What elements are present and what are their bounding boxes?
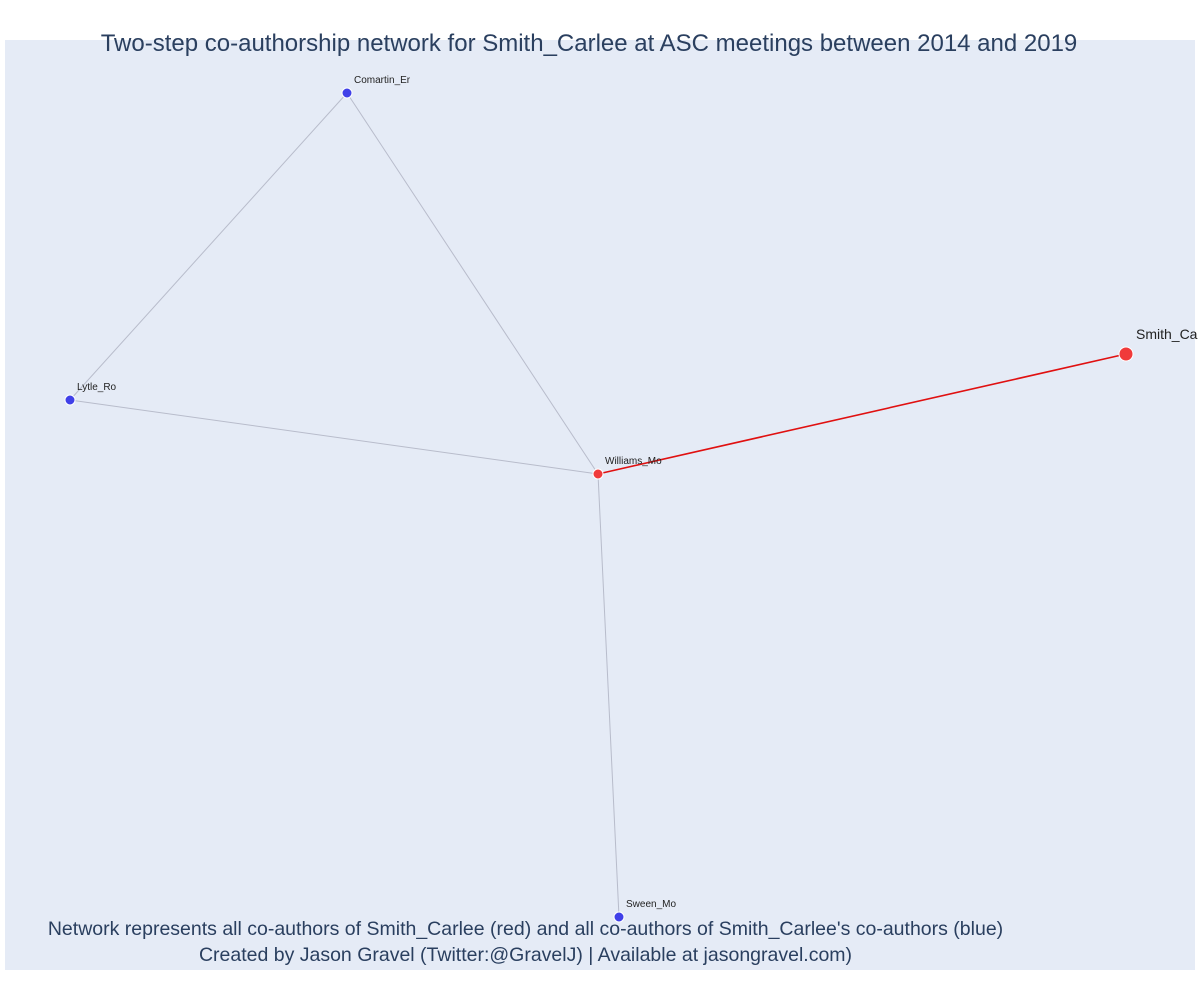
edge-williams_mo-comartin_er	[346, 92, 599, 475]
node-label-lytle-ro: Lytle_Ro	[77, 382, 117, 393]
node-marker-williams-mo[interactable]	[592, 468, 604, 480]
node-smith-carlee[interactable]: Smith_Ca	[1118, 326, 1198, 362]
node-marker-comartin-er[interactable]	[341, 87, 353, 99]
edge-williams_mo-sween_mo	[597, 473, 620, 918]
caption-line-1: Network represents all co-authors of Smi…	[47, 918, 1004, 940]
edge-comartin_er-lytle_ro	[69, 92, 348, 401]
node-label-williams-mo: Williams_Mo	[605, 456, 662, 467]
node-marker-lytle-ro[interactable]	[64, 394, 76, 406]
edge-williams_mo-smith_carlee	[597, 353, 1127, 475]
node-marker-sween-mo[interactable]	[613, 911, 625, 923]
node-sween-mo[interactable]: Sween_Mo	[613, 899, 676, 923]
edge-layer	[69, 92, 1127, 918]
node-lytle-ro[interactable]: Lytle_Ro	[64, 382, 117, 406]
edge-williams_mo-lytle_ro	[69, 399, 599, 475]
node-comartin-er[interactable]: Comartin_Er	[341, 75, 411, 99]
node-label-sween-mo: Sween_Mo	[626, 899, 676, 910]
caption-line-2: Created by Jason Gravel (Twitter:@Gravel…	[198, 944, 853, 966]
node-marker-smith-carlee[interactable]	[1118, 346, 1134, 362]
plot-area	[5, 40, 1195, 970]
node-williams-mo[interactable]: Williams_Mo	[592, 456, 662, 480]
node-label-comartin-er: Comartin_Er	[354, 75, 411, 86]
node-label-smith-carlee: Smith_Ca	[1136, 326, 1198, 342]
node-layer: Smith_Ca Williams_Mo Comartin_Er Lytle_Ro Sw…	[64, 75, 1198, 923]
page-title: Two-step co-authorship network for Smith…	[100, 30, 1078, 57]
